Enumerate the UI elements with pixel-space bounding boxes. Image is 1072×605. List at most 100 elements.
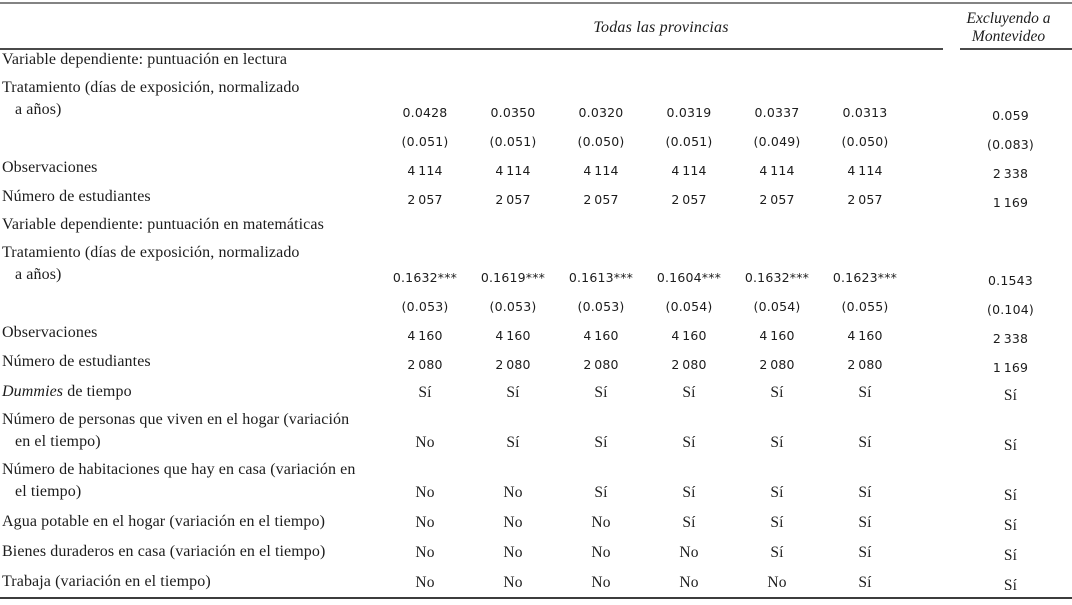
row-label-text: de tiempo <box>63 383 132 400</box>
column-group-header: Todas las provincias <box>593 19 729 36</box>
column-gap <box>909 568 949 598</box>
column-gap <box>909 48 949 76</box>
value-cell-excl-montevideo <box>949 216 1072 244</box>
value-cell: Sí <box>770 514 784 531</box>
value-cell: 0.1619*** <box>480 270 546 285</box>
value-cell: 0.1623*** <box>832 270 898 285</box>
value-cell: Sí <box>770 484 784 501</box>
table-row: Tratamiento (días de exposición, normali… <box>0 76 1072 126</box>
value-cell: Sí <box>682 384 696 401</box>
value-cell: Sí <box>682 434 696 451</box>
value-cell <box>821 48 909 76</box>
row-label-text: Trabaja (variación en el tiempo) <box>2 573 211 590</box>
table-row: Agua potable en el hogar (variación en e… <box>0 508 1072 538</box>
value-cell <box>381 48 469 76</box>
value-cell-excl-montevideo: Sí <box>1003 547 1018 564</box>
top-rule <box>0 2 1072 4</box>
value-cell: 4 160 <box>583 328 619 343</box>
header-rule-right <box>960 48 1072 50</box>
value-cell: 2 057 <box>407 192 443 207</box>
column-gap <box>909 155 949 184</box>
row-label: Número de estudiantes <box>0 349 381 378</box>
value-cell: No <box>679 574 699 591</box>
value-cell-excl-montevideo: 1 169 <box>992 360 1029 375</box>
value-cell: 0.1604*** <box>656 270 722 285</box>
column-gap <box>909 508 949 538</box>
row-label-line1: Agua potable en el hogar (variación en e… <box>2 511 381 533</box>
column-gap <box>909 458 949 508</box>
value-cell: 0.1613*** <box>568 270 634 285</box>
value-cell: No <box>415 434 435 451</box>
value-cell: 2 080 <box>847 357 883 372</box>
value-cell: No <box>415 484 435 501</box>
value-cell: (0.053) <box>489 299 537 314</box>
table-row: (0.051) (0.051) (0.050) (0.051) (0.049) (0.05… <box>0 126 1072 155</box>
value-cell: Sí <box>858 574 872 591</box>
value-cell: No <box>415 574 435 591</box>
table-row: Trabaja (variación en el tiempo) No No No No… <box>0 568 1072 598</box>
row-label-text: Número de estudiantes <box>2 353 151 370</box>
value-cell <box>469 48 557 76</box>
value-cell: Sí <box>858 544 872 561</box>
column-gap <box>909 213 949 241</box>
column-gap <box>909 408 949 458</box>
value-cell-excl-montevideo: 2 338 <box>992 331 1029 346</box>
value-cell: 0.1632*** <box>744 270 810 285</box>
value-cell: 4 114 <box>583 163 619 178</box>
value-cell: 0.0337 <box>754 105 800 120</box>
table-row: Número de estudiantes 2 057 2 057 2 057 2 05… <box>0 184 1072 213</box>
value-cell: (0.051) <box>489 134 537 149</box>
value-cell: 2 057 <box>495 192 531 207</box>
row-label-text: Tratamiento (días de exposición, normali… <box>2 244 300 261</box>
value-cell: 4 160 <box>847 328 883 343</box>
row-label-text: Número de habitaciones que hay en casa (… <box>2 461 356 478</box>
value-cell: (0.053) <box>577 299 625 314</box>
column-gap <box>909 320 949 349</box>
row-label: Número de estudiantes <box>0 184 381 213</box>
row-label-line2: a años) <box>15 266 62 283</box>
table-row: Número de estudiantes 2 080 2 080 2 080 2 08… <box>0 349 1072 378</box>
value-cell: (0.051) <box>665 134 713 149</box>
value-cell: 0.1632*** <box>392 270 458 285</box>
row-label-line2: el tiempo) <box>15 483 82 500</box>
value-cell: Sí <box>682 514 696 531</box>
row-label-text: Observaciones <box>2 159 98 176</box>
row-label-line1: Tratamiento (días de exposición, normali… <box>2 242 381 264</box>
value-cell: Sí <box>858 384 872 401</box>
value-cell: 4 114 <box>759 163 795 178</box>
value-cell: 0.0428 <box>402 105 448 120</box>
value-cell: 0.0313 <box>842 105 888 120</box>
column-gap <box>909 291 949 320</box>
value-cell-excl-montevideo: Sí <box>1003 517 1018 534</box>
value-cell-excl-montevideo: (0.104) <box>987 302 1034 317</box>
value-cell: Sí <box>594 434 608 451</box>
row-label: Dummies de tiempo <box>0 378 381 408</box>
value-cell: No <box>415 514 435 531</box>
row-label: Número de habitaciones que hay en casa (… <box>0 458 381 508</box>
row-label: Tratamiento (días de exposición, normali… <box>0 241 381 291</box>
row-label: Tratamiento (días de exposición, normali… <box>0 76 381 126</box>
value-cell <box>381 213 469 241</box>
column-gap <box>909 76 949 126</box>
value-cell: (0.049) <box>753 134 801 149</box>
right-column-header: Excluyendo a Montevideo <box>945 10 1072 46</box>
value-cell: 4 160 <box>759 328 795 343</box>
column-gap <box>909 241 949 291</box>
value-cell: 0.0350 <box>490 105 536 120</box>
value-cell: 4 114 <box>847 163 883 178</box>
value-cell-excl-montevideo <box>949 51 1072 79</box>
value-cell: No <box>591 514 611 531</box>
row-label <box>0 126 381 155</box>
value-cell <box>733 213 821 241</box>
right-column-header-line2: Montevideo <box>971 28 1046 45</box>
row-label <box>0 291 381 320</box>
value-cell-excl-montevideo: Sí <box>1003 487 1018 504</box>
value-cell: Sí <box>594 484 608 501</box>
value-cell <box>469 213 557 241</box>
row-label-line1: Tratamiento (días de exposición, normali… <box>2 77 381 99</box>
value-cell: No <box>415 544 435 561</box>
row-label-text: Variable dependiente: puntuación en lect… <box>2 51 288 68</box>
value-cell <box>645 48 733 76</box>
value-cell: 2 080 <box>407 357 443 372</box>
